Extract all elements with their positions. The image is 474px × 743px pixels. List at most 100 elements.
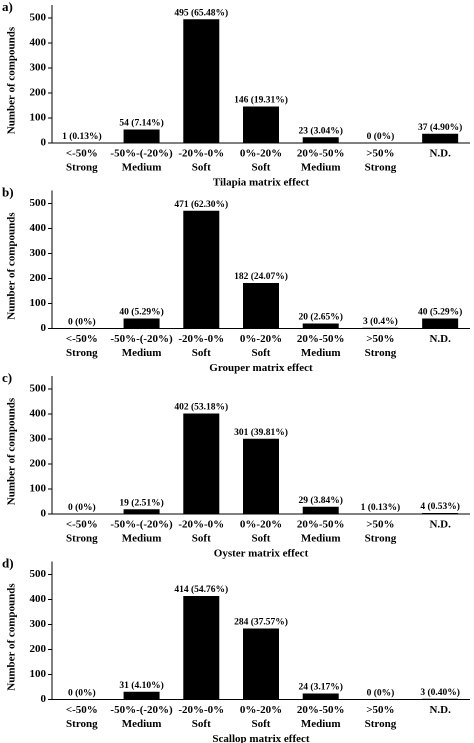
x-tick-label: N.D. [429,704,451,716]
x-tick-sublabel: Strong [365,533,397,545]
bar [183,596,220,700]
x-tick-label: >50% [366,333,394,345]
x-tick-sublabel: Medium [301,533,341,545]
value-label: 1 (0.13%) [361,502,401,513]
x-tick-label: -50%-(-20%) [110,519,173,531]
value-label: 24 (3.17%) [299,682,343,693]
y-tick-label: 300 [30,247,47,259]
y-tick-label: 500 [30,568,47,580]
y-tick-label: 500 [30,383,47,395]
x-tick-label: -50%-(-20%) [110,333,173,345]
bar [243,283,279,329]
x-tick-label: N.D. [429,333,451,345]
x-tick-sublabel: Strong [365,347,397,359]
y-tick-label: 0 [41,508,47,520]
x-tick-sublabel: Strong [66,347,98,359]
bar [422,133,459,143]
value-label: 37 (4.90%) [418,122,462,133]
x-tick-sublabel: Strong [66,718,98,730]
y-tick-label: 300 [30,618,47,630]
x-tick-label: 0%-20% [240,148,282,160]
x-tick-label: N.D. [429,519,451,531]
x-tick-label: -20%-0% [178,333,224,345]
value-label: 23 (3.04%) [299,125,343,136]
x-tick-sublabel: Soft [252,347,271,359]
bar [183,210,220,329]
y-axis-label: Number of compounds [6,26,18,134]
bar [123,691,160,700]
y-tick-label: 200 [30,87,47,99]
x-tick-label: <-50% [66,148,98,160]
x-axis-title: Tilapia matrix effect [213,177,310,189]
value-label: 495 (65.48%) [174,7,228,18]
value-label: 19 (2.51%) [119,497,163,508]
x-tick-label: 0%-20% [240,519,282,531]
x-tick-label: 20%-50% [297,704,345,716]
y-tick-label: 200 [30,643,47,655]
bar [302,693,339,700]
y-tick-label: 200 [30,272,47,284]
y-tick-label: 400 [30,37,47,49]
bar [422,318,459,329]
value-label: 20 (2.65%) [299,312,343,323]
bar [123,318,160,329]
x-tick-label: 20%-50% [297,148,345,160]
value-label: 3 (0.40%) [420,687,460,698]
x-tick-sublabel: Medium [122,347,162,359]
x-tick-label: >50% [366,519,394,531]
value-label: 40 (5.29%) [418,307,462,318]
value-label: 146 (19.31%) [234,95,288,106]
bar [183,19,220,143]
y-tick-label: 0 [41,322,47,334]
value-label: 4 (0.53%) [420,501,460,512]
x-tick-label: 20%-50% [297,519,345,531]
value-label: 40 (5.29%) [119,307,163,318]
y-tick-label: 100 [30,297,47,309]
bar [302,506,339,514]
x-tick-sublabel: Strong [365,162,397,174]
value-label: 284 (37.57%) [234,617,288,628]
bar [243,628,279,700]
x-tick-label: -20%-0% [178,519,224,531]
value-label: 0 (0%) [68,688,96,699]
y-tick-label: 200 [30,458,47,470]
x-tick-sublabel: Soft [252,718,271,730]
value-label: 301 (39.81%) [234,427,288,438]
value-label: 0 (0%) [367,688,395,699]
bar [183,413,220,514]
x-tick-sublabel: Medium [301,718,341,730]
x-tick-label: -50%-(-20%) [110,704,173,716]
x-tick-label: 20%-50% [297,333,345,345]
x-tick-label: 0%-20% [240,333,282,345]
y-tick-label: 400 [30,593,47,605]
x-tick-sublabel: Soft [192,718,211,730]
x-axis-title: Grouper matrix effect [209,362,313,374]
y-tick-label: 300 [30,433,47,445]
x-tick-sublabel: Soft [192,533,211,545]
panel-label: d) [2,555,14,570]
value-label: 29 (3.84%) [299,495,343,506]
x-tick-label: -50%-(-20%) [110,148,173,160]
value-label: 31 (4.10%) [119,680,163,691]
bar [302,323,339,329]
y-tick-label: 500 [30,197,47,209]
bar [422,698,459,700]
value-label: 3 (0.4%) [363,316,398,327]
x-tick-sublabel: Soft [252,533,271,545]
x-tick-sublabel: Medium [122,718,162,730]
y-tick-label: 100 [30,112,47,124]
y-tick-label: 300 [30,62,47,74]
y-tick-label: 0 [41,137,47,149]
value-label: 0 (0%) [68,502,96,513]
bar [422,513,459,514]
x-axis-title: Oyster matrix effect [214,548,309,560]
y-tick-label: 100 [30,483,47,495]
panel-label: b) [2,184,14,199]
value-label: 1 (0.13%) [62,131,102,142]
x-tick-sublabel: Medium [301,162,341,174]
x-tick-label: >50% [366,704,394,716]
y-axis-label: Number of compounds [6,212,18,320]
x-tick-sublabel: Medium [122,162,162,174]
x-tick-sublabel: Soft [252,162,271,174]
